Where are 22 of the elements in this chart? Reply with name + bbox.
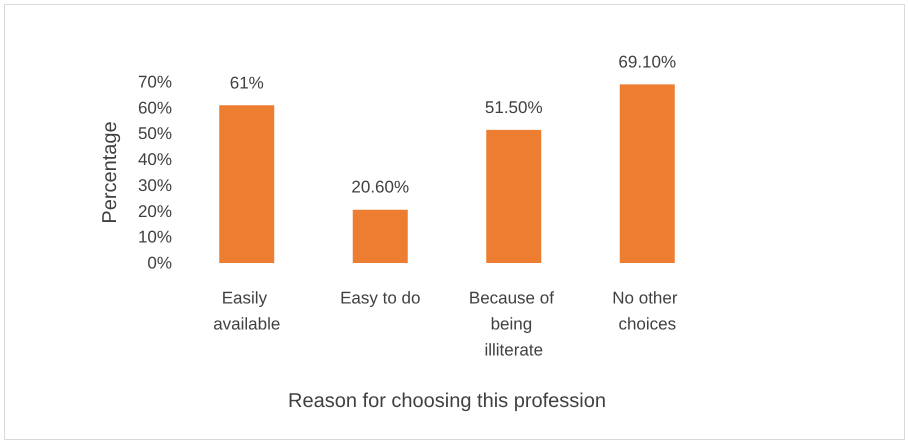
x-axis-title: Reason for choosing this profession <box>288 390 606 412</box>
bar <box>352 210 408 263</box>
x-tick-label: No other choices <box>612 288 682 334</box>
bar <box>486 130 542 263</box>
data-label: 69.10% <box>618 52 676 72</box>
y-tick-label: 0% <box>147 254 172 272</box>
y-tick-label: 30% <box>138 176 172 195</box>
y-axis-title: Percentage <box>99 121 121 224</box>
x-tick-label: Because of being illiterate <box>468 288 559 360</box>
y-tick-label: 20% <box>138 202 172 221</box>
y-tick-label: 50% <box>138 124 172 144</box>
data-label: 20.60% <box>351 178 410 197</box>
bar <box>219 105 274 263</box>
y-tick-label: 10% <box>138 228 172 247</box>
x-tick-label: Easily available <box>213 288 280 334</box>
bar <box>620 84 675 263</box>
y-tick-label: 60% <box>138 98 172 118</box>
data-label: 51.50% <box>484 98 543 117</box>
data-label: 61% <box>230 73 264 92</box>
x-tick-label: Easy to do <box>340 288 420 308</box>
y-tick-label: 70% <box>138 72 172 92</box>
y-tick-label: 40% <box>138 150 172 170</box>
